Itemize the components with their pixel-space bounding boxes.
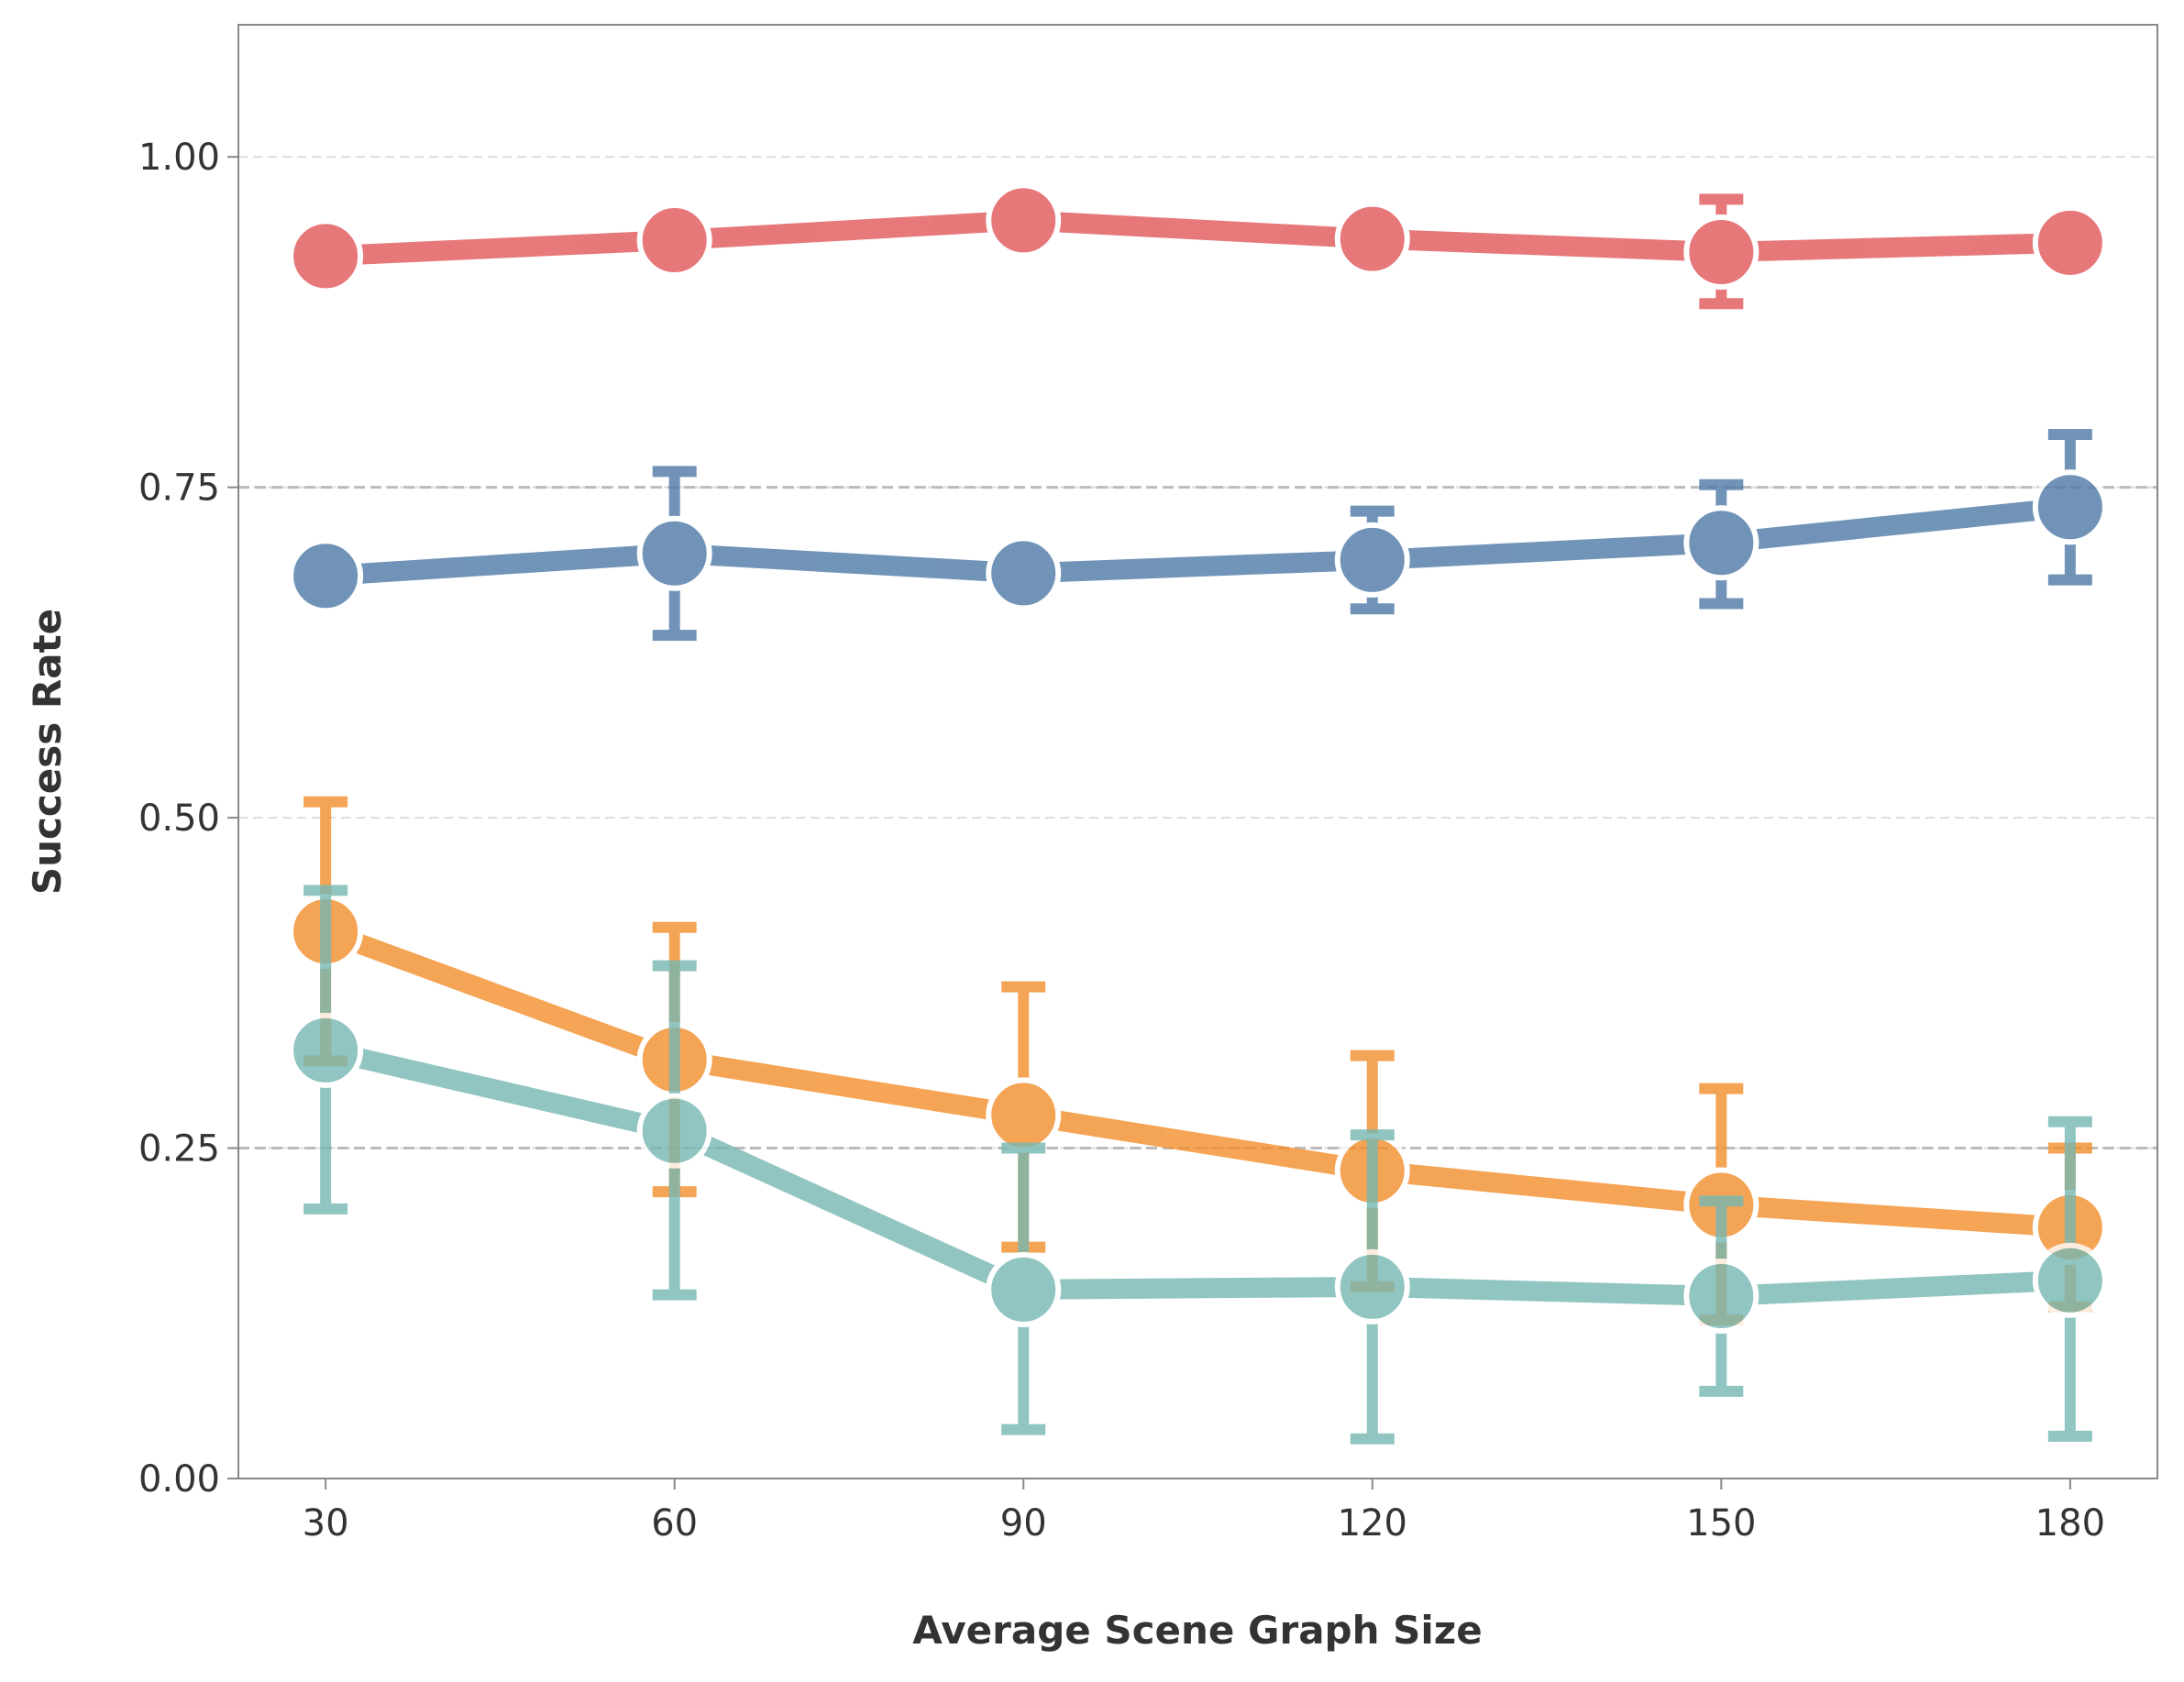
data-point: [288, 218, 364, 294]
data-point: [986, 1251, 1062, 1327]
data-point: [2032, 1242, 2108, 1318]
x-tick-label: 150: [1686, 1502, 1756, 1545]
x-tick-label: 60: [651, 1502, 698, 1545]
data-point: [288, 1012, 364, 1088]
series-3: [288, 885, 2108, 1445]
data-point: [1683, 1259, 1759, 1335]
x-tick-label: 90: [1000, 1502, 1047, 1545]
x-tick-label: 30: [303, 1502, 349, 1545]
data-point: [1334, 1248, 1410, 1325]
x-tick-label: 180: [2035, 1502, 2105, 1545]
data-point: [636, 1093, 712, 1169]
y-tick-label: 0.00: [138, 1458, 220, 1501]
data-point: [986, 182, 1062, 258]
series-0: [288, 182, 2108, 310]
y-tick-label: 0.25: [138, 1128, 220, 1171]
x-axis-label: Average Scene Graph Size: [912, 1608, 1482, 1653]
data-point: [2032, 204, 2108, 280]
series-1: [288, 428, 2108, 642]
x-tick-label: 120: [1338, 1502, 1407, 1545]
series-line: [323, 1040, 2071, 1307]
data-point: [986, 1077, 1062, 1153]
series-2: [288, 796, 2108, 1325]
y-tick-label: 0.75: [138, 467, 220, 510]
data-point: [1334, 201, 1410, 277]
data-point: [636, 515, 712, 591]
data-point: [636, 203, 712, 279]
plot-frame: [237, 24, 2158, 1479]
data-point: [986, 535, 1062, 611]
y-tick-label: 0.50: [138, 797, 220, 840]
data-point: [288, 538, 364, 614]
series-line: [325, 497, 2071, 587]
series-group: [288, 182, 2108, 1445]
y-axis-label: Success Rate: [25, 609, 70, 895]
data-point: [2032, 469, 2108, 545]
series-line: [322, 921, 2071, 1238]
data-point: [1683, 505, 1759, 581]
data-point: [1683, 214, 1759, 290]
data-point: [1334, 522, 1410, 598]
y-tick-label: 1.00: [138, 137, 220, 179]
ticks: 0.00 0.25 0.50 0.75 1.00 30 60 90 120 150 180: [138, 137, 2105, 1545]
series-line: [325, 210, 2071, 267]
